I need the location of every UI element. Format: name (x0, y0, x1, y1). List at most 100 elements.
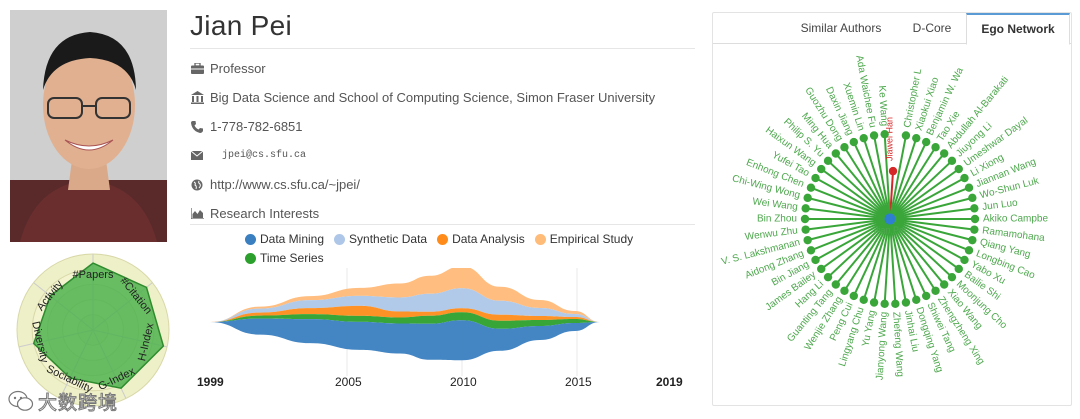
legend-item[interactable]: Time Series (245, 251, 324, 265)
ego-node[interactable] (970, 225, 979, 234)
ego-node-label[interactable]: Zhefeng Wang (890, 311, 905, 377)
ego-node[interactable] (939, 280, 949, 289)
legend-label: Data Mining (260, 232, 325, 246)
ego-node[interactable] (912, 295, 921, 305)
ego-edge (889, 135, 907, 220)
legend-item[interactable]: Data Mining (245, 232, 324, 246)
watermark-text: 大数跨境 (37, 391, 119, 414)
ego-node[interactable] (831, 280, 841, 289)
ego-node-label[interactable]: Jianyong Wang (875, 311, 890, 380)
ego-edge (807, 218, 891, 242)
stream-layer-time-series[interactable] (210, 312, 600, 329)
ego-node[interactable] (823, 156, 833, 166)
ego-edge (815, 218, 891, 261)
ego-node[interactable] (947, 272, 957, 282)
tab-d-core[interactable]: D-Core (912, 21, 952, 35)
ego-center-node[interactable] (884, 213, 896, 225)
tab-similar-authors[interactable]: Similar Authors (800, 21, 882, 35)
ego-node[interactable] (803, 235, 812, 245)
position-text: Professor (210, 61, 266, 76)
research-interests-label: Research Interests (210, 206, 320, 221)
ego-node-label[interactable]: Jiawei Han (884, 117, 894, 161)
ego-node[interactable] (880, 299, 889, 309)
ego-node-label[interactable]: Bin Zhou (757, 214, 797, 225)
ego-node[interactable] (939, 149, 949, 158)
ego-node[interactable] (859, 295, 868, 305)
ego-node[interactable] (954, 264, 963, 274)
homepage-link[interactable]: http://www.cs.sfu.ca/~jpei/ (210, 177, 360, 192)
position-row: Professor (190, 61, 266, 76)
ego-node[interactable] (806, 246, 816, 255)
ego-node[interactable] (800, 214, 810, 224)
stream-layer-data-analysis[interactable] (210, 305, 600, 322)
ego-edge (827, 160, 891, 220)
ego-node[interactable] (849, 291, 859, 301)
ego-node[interactable] (931, 286, 940, 295)
ego-node[interactable] (954, 164, 963, 174)
ego-node[interactable] (931, 143, 940, 152)
ego-edge (889, 207, 975, 220)
ego-node-label[interactable]: Jun Luo (982, 198, 1019, 213)
ego-node[interactable] (817, 164, 826, 174)
legend-item[interactable]: Data Analysis (437, 232, 525, 246)
ego-node[interactable] (859, 133, 868, 143)
ego-node[interactable] (968, 193, 977, 203)
ego-edge (805, 218, 891, 231)
ego-node[interactable] (970, 214, 980, 224)
legend-swatch (245, 233, 256, 245)
ego-node[interactable] (964, 246, 974, 255)
ego-node[interactable] (801, 225, 810, 234)
ego-node[interactable] (840, 286, 849, 295)
ego-node[interactable] (921, 291, 931, 301)
panel-tabs: Similar Authors D-Core Ego Network (713, 13, 1071, 45)
ego-node[interactable] (968, 235, 977, 245)
ego-edge (810, 186, 891, 220)
ego-node[interactable] (869, 298, 879, 307)
ego-node[interactable] (970, 204, 979, 213)
ego-node[interactable] (901, 131, 911, 140)
ego-node[interactable] (960, 255, 969, 265)
ego-node[interactable] (880, 129, 889, 139)
ego-node[interactable] (817, 264, 826, 274)
ego-edge (889, 196, 973, 220)
ego-edge (889, 171, 895, 220)
globe-icon (190, 178, 204, 192)
legend-item[interactable]: Empirical Study (534, 232, 634, 246)
ego-node[interactable] (803, 193, 812, 203)
ego-edge (889, 218, 953, 278)
legend-label: Empirical Study (549, 232, 634, 246)
radar-axis-label: #Papers (73, 269, 114, 281)
ego-edge (827, 218, 891, 278)
ego-node[interactable] (806, 183, 816, 192)
ego-node[interactable] (869, 131, 879, 140)
ego-node[interactable] (811, 173, 820, 183)
legend-item[interactable]: Synthetic Data (334, 232, 427, 246)
legend-swatch (437, 233, 449, 245)
ego-node[interactable] (823, 272, 833, 282)
stream-layer-data-mining[interactable] (210, 318, 600, 361)
ego-node[interactable] (912, 133, 921, 143)
ego-node[interactable] (831, 149, 841, 158)
ego-node[interactable] (947, 156, 957, 166)
legend-swatch (245, 252, 256, 264)
tab-ego-network[interactable]: Ego Network (966, 13, 1070, 45)
ego-edge (889, 152, 945, 220)
ego-node[interactable] (811, 255, 820, 265)
ego-node[interactable] (891, 299, 900, 309)
ego-node[interactable] (964, 183, 974, 192)
ego-node[interactable] (840, 143, 849, 152)
ego-node[interactable] (888, 166, 898, 176)
ego-edge (889, 186, 970, 220)
ego-node-label[interactable]: Akiko Campbe (983, 214, 1048, 225)
ego-node-label[interactable]: Ke Wang (876, 85, 890, 126)
ego-node[interactable] (960, 173, 969, 183)
ego-edge (852, 141, 891, 220)
ego-node[interactable] (901, 298, 911, 307)
ego-node[interactable] (849, 137, 859, 147)
ego-edge (873, 135, 891, 220)
ego-node[interactable] (921, 137, 931, 147)
tick-label: 2005 (335, 375, 362, 389)
stream-layer-empirical-study[interactable] (210, 268, 600, 322)
stream-layer-synthetic-data[interactable] (210, 288, 600, 322)
ego-node[interactable] (801, 204, 810, 213)
